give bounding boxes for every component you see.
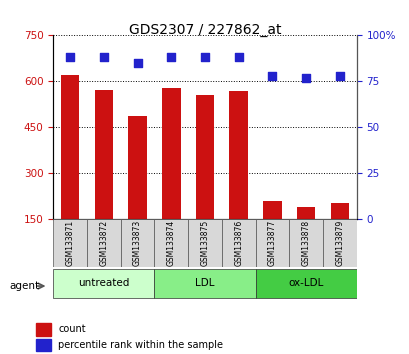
Bar [53, 269, 154, 297]
Text: GSM133873: GSM133873 [133, 220, 142, 267]
Text: GDS2307 / 227862_at: GDS2307 / 227862_at [128, 23, 281, 37]
Point [235, 55, 241, 60]
Bar [296, 207, 315, 266]
Text: GSM133878: GSM133878 [301, 220, 310, 267]
Bar [255, 219, 289, 267]
Text: agent: agent [9, 281, 39, 291]
Bar [61, 75, 79, 266]
Bar [87, 219, 120, 267]
Bar [289, 219, 322, 267]
Bar [120, 219, 154, 267]
Bar [36, 339, 51, 351]
Bar [53, 219, 87, 267]
Text: GSM133879: GSM133879 [335, 220, 344, 267]
Text: GSM133876: GSM133876 [234, 220, 243, 267]
Bar [162, 88, 180, 266]
Bar [322, 219, 356, 267]
Text: GSM133877: GSM133877 [267, 220, 276, 267]
Text: GSM133871: GSM133871 [65, 220, 74, 267]
Text: GSM133872: GSM133872 [99, 220, 108, 267]
Point [201, 55, 208, 60]
Text: count: count [58, 324, 85, 334]
Bar [128, 116, 146, 266]
Bar [263, 201, 281, 266]
Text: LDL: LDL [195, 278, 214, 288]
Point [268, 73, 275, 79]
Point [302, 75, 309, 81]
Bar [94, 90, 113, 266]
Point [67, 55, 73, 60]
Text: untreated: untreated [78, 278, 129, 288]
Text: percentile rank within the sample: percentile rank within the sample [58, 340, 222, 350]
Bar [255, 269, 356, 297]
Bar [229, 91, 247, 266]
Text: GSM133874: GSM133874 [166, 220, 175, 267]
Point [336, 73, 342, 79]
Bar [188, 219, 221, 267]
Bar [36, 323, 51, 336]
Point [134, 60, 141, 66]
Text: ox-LDL: ox-LDL [288, 278, 323, 288]
Text: GSM133875: GSM133875 [200, 220, 209, 267]
Bar [330, 202, 348, 266]
Point [168, 55, 174, 60]
Bar [154, 219, 188, 267]
Bar [154, 269, 255, 297]
Bar [195, 95, 214, 266]
Point [100, 55, 107, 60]
Bar [221, 219, 255, 267]
